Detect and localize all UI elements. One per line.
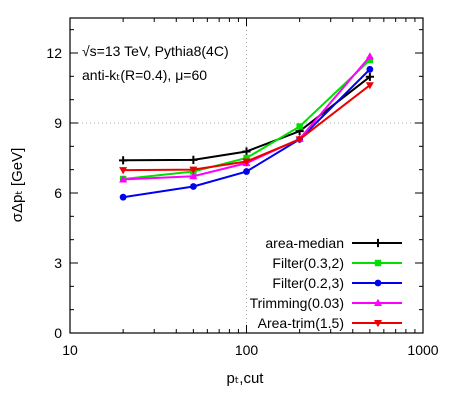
legend-item: Filter(0.3,2)	[272, 255, 402, 271]
data-point	[374, 259, 382, 267]
annotation-energy: √s=13 TeV, Pythia8(4C)	[82, 43, 229, 59]
data-point	[189, 155, 198, 164]
data-point	[365, 82, 374, 90]
data-point	[119, 175, 128, 183]
data-point	[189, 166, 198, 174]
data-point	[242, 147, 251, 156]
data-point	[189, 172, 198, 180]
data-point	[243, 154, 250, 162]
y-tick-label: 9	[54, 115, 62, 131]
legend-item: Trimming(0.03)	[250, 295, 402, 311]
legend-label: Filter(0.2,3)	[272, 275, 344, 291]
data-point	[365, 72, 374, 81]
data-point	[373, 238, 383, 248]
legend: area-median Filter(0.3,2) Filter(0.2,3) Tri…	[250, 235, 402, 331]
annotation-algorithm: anti-kₜ(R=0.4), μ=60	[82, 67, 207, 83]
x-axis-label: pₜ,cut	[227, 370, 265, 387]
data-point	[243, 168, 250, 175]
data-point	[374, 298, 382, 306]
data-point	[365, 52, 374, 60]
series-layer	[119, 52, 374, 201]
data-point	[374, 320, 382, 328]
x-tick-label: 10	[62, 342, 78, 358]
y-tick-label: 12	[46, 45, 62, 61]
y-tick-label: 6	[54, 185, 62, 201]
plot-frame	[69, 17, 424, 334]
y-axis-label: σΔpₜ [GeV]	[9, 148, 26, 223]
x-tick-label: 1000	[407, 342, 438, 358]
data-point	[119, 167, 128, 175]
data-point	[119, 156, 128, 165]
data-point	[242, 158, 251, 166]
legend-item: Area-trim(1.5)	[258, 315, 402, 331]
data-point	[296, 123, 303, 130]
legend-label: Filter(0.3,2)	[272, 255, 344, 271]
legend-item: Filter(0.2,3)	[272, 275, 402, 291]
x-tick-label: 100	[235, 342, 259, 358]
legend-label: area-median	[265, 235, 344, 251]
axis-ticks: 10 100 1000 0 3 6 9 12	[46, 18, 439, 358]
data-point	[119, 193, 127, 201]
series-area-trim-1-5	[119, 82, 374, 175]
data-point	[189, 183, 197, 190]
data-point	[366, 56, 374, 64]
data-point	[366, 65, 374, 73]
data-point	[295, 136, 304, 144]
data-point	[374, 279, 382, 287]
series-area-median	[119, 72, 374, 165]
legend-label: Trimming(0.03)	[250, 295, 344, 311]
legend-label: Area-trim(1.5)	[258, 315, 344, 331]
legend-item: area-median	[265, 235, 402, 251]
y-tick-label: 0	[54, 325, 62, 341]
y-tick-label: 3	[54, 255, 62, 271]
grid	[70, 18, 423, 333]
